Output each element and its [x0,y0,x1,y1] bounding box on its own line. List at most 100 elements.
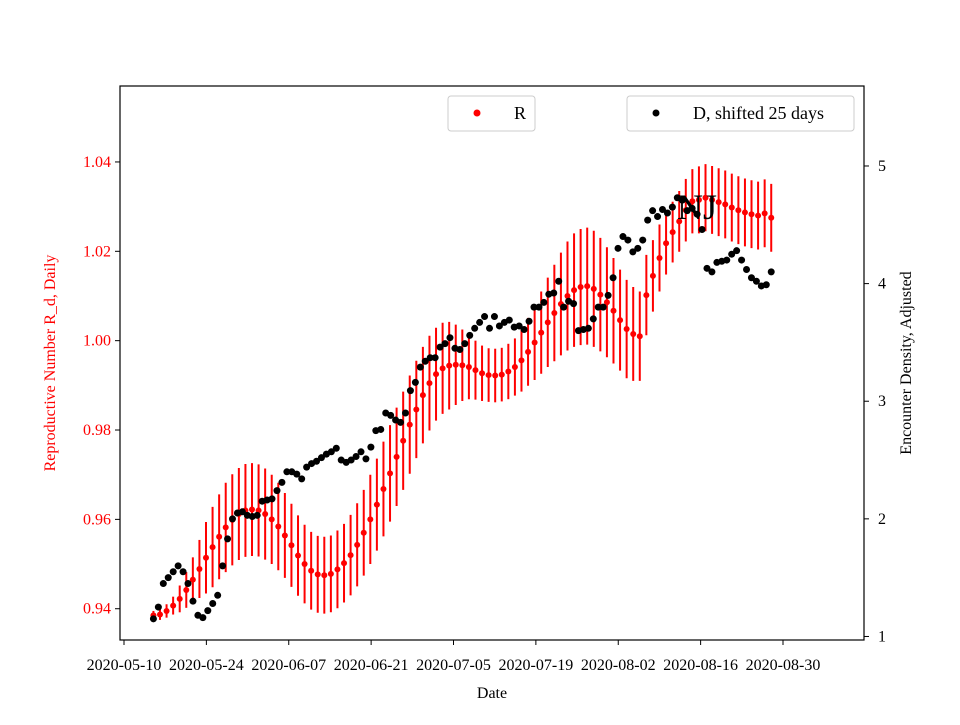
r-data-point [584,283,591,290]
d-data-point [698,225,706,233]
d-data-point [752,277,760,285]
y-right-axis-title: Encounter Density, Adjusted [898,271,915,454]
d-data-point [634,244,642,252]
r-data-point [741,209,748,216]
r-data-point [249,506,256,513]
d-data-point [589,315,597,323]
plot-frame [119,85,865,641]
d-data-point [738,256,746,264]
d-data-point [228,515,236,523]
x-axis-ticks: 2020-05-10 2020-05-24 2020-06-07 2020-06-21… [87,640,820,674]
r-data-point [268,516,275,523]
d-data-point [708,268,716,276]
d-series [149,194,775,623]
r-data-point [354,541,361,548]
r-data-point [380,485,387,492]
d-data-point [441,340,449,348]
d-data-point [728,250,736,258]
d-data-point [658,206,666,214]
r-data-point [597,291,604,298]
r-data-point [387,470,394,477]
d-data-point [362,455,370,463]
r-data-point [656,255,663,262]
r-data-point [327,570,334,577]
r-data-point [275,523,282,530]
r-data-point [347,552,354,559]
r-data-point [603,299,610,306]
d-data-point [169,568,177,576]
d-data-point [570,300,578,308]
r-data-point [511,364,518,371]
d-data-point [219,562,227,570]
d-data-point [490,313,498,321]
r-data-point [183,586,190,593]
d-data-point [599,303,607,311]
d-data-point [214,591,222,599]
r-data-point [209,544,216,551]
r-data-point [610,307,617,314]
d-data-point [387,411,395,419]
x-tick-label: 2020-07-05 [416,657,491,674]
r-data-point [492,372,499,379]
r-data-point [373,501,380,508]
d-data-point [209,600,217,608]
r-data-point [341,560,348,567]
d-data-point [594,303,602,311]
d-data-point [327,448,335,456]
legend-r-box [447,95,536,132]
d-data-point [154,603,162,611]
d-data-point [688,204,696,212]
d-data-point [367,443,375,451]
r-data-point [433,371,440,378]
y-left-tick-label: 1.04 [83,154,111,171]
d-data-point [347,456,355,464]
r-data-point [321,572,328,579]
r-data-point [695,196,702,203]
d-data-point [174,562,182,570]
d-data-point [416,363,424,371]
d-data-point [624,236,632,244]
d-data-point [495,322,503,330]
d-data-point [283,468,291,476]
r-data-point [538,329,545,336]
r-data-point [617,317,624,324]
x-axis-title: Date [477,685,507,702]
d-data-point [555,277,563,285]
y-left-tick-label: 1.02 [83,243,111,260]
y-right-tick-label: 2 [878,511,886,528]
y-left-axis-title: Reproductive Number R_d, Daily [42,255,59,472]
d-data-point [550,289,558,297]
d-data-point [604,291,612,299]
x-tick-label: 2020-06-21 [334,657,409,674]
r-data-point [761,210,768,217]
d-data-point [199,614,207,622]
r-data-point [531,339,538,346]
legend-d-label: D, shifted 25 days [693,103,824,123]
d-data-point [649,207,657,215]
d-data-point [540,298,548,306]
d-data-point [609,274,617,282]
d-data-point [743,265,751,273]
r-data-point [564,292,571,299]
d-data-point [377,425,385,433]
r-data-point [728,204,735,211]
d-data-point [560,303,568,311]
d-data-point [525,317,533,325]
d-data-point [204,607,212,615]
d-data-point [505,316,513,324]
r-data-point [459,362,466,369]
d-data-point [486,324,494,332]
y-left-axis-ticks: 0.94 0.96 0.98 1.00 1.02 1.04 [83,154,120,618]
d-data-point [303,463,311,471]
d-data-point [179,568,187,576]
d-data-point [164,574,172,582]
d-data-point [629,248,637,256]
d-data-point [406,387,414,395]
d-data-point [421,357,429,365]
d-data-point [703,264,711,272]
d-data-point [654,213,662,221]
r-data-point [262,511,269,518]
r-data-point [426,380,433,387]
d-data-point [747,274,755,282]
r-data-point [413,406,420,413]
